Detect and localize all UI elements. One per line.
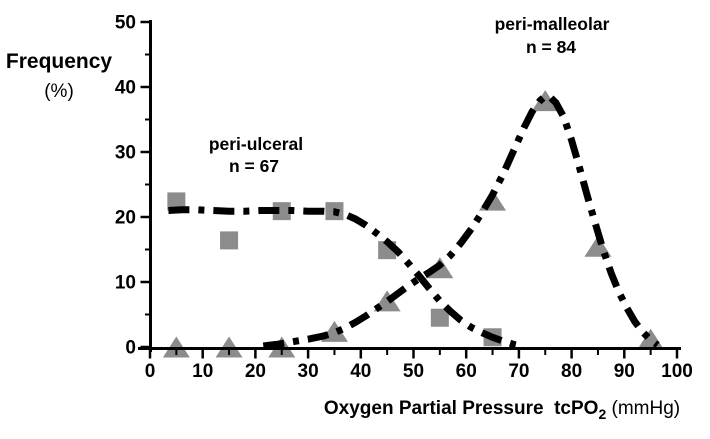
data-marker-triangle-peri-malleolar xyxy=(637,328,665,350)
x-tick-label: 50 xyxy=(403,361,424,382)
x-tick-label: 40 xyxy=(350,361,371,382)
x-axis-title-subscript: 2 xyxy=(598,406,606,422)
curve-peri-malleolar xyxy=(262,92,660,350)
y-axis-title-line2: (%) xyxy=(44,81,74,102)
annotation-peri-malleolar-n: n = 84 xyxy=(526,37,576,57)
data-marker-triangle-peri-malleolar xyxy=(584,235,612,257)
data-marker-square-peri-ulceral xyxy=(272,202,291,221)
x-tick-label: 0 xyxy=(145,361,156,382)
y-axis-title-line1: Frequency xyxy=(6,50,113,73)
data-marker-square-peri-ulceral xyxy=(220,231,239,250)
annotation-peri-malleolar-name: peri-malleolar xyxy=(495,14,610,34)
y-tick-label: 20 xyxy=(115,208,136,229)
x-tick-label: 60 xyxy=(456,361,477,382)
x-axis-title-main: Oxygen Partial Pressure tcPO xyxy=(324,398,599,419)
y-tick-label: 30 xyxy=(115,143,136,164)
curve-peri-ulceral xyxy=(168,206,523,350)
annotation-peri-ulceral-name: peri-ulceral xyxy=(209,134,303,154)
x-tick-label: 30 xyxy=(298,361,319,382)
annotation-peri-ulceral-n: n = 67 xyxy=(229,156,279,176)
x-axis-title-unit: (mmHg) xyxy=(606,398,680,419)
x-tick-label: 20 xyxy=(245,361,266,382)
x-tick-label: 10 xyxy=(192,361,213,382)
y-tick-label: 40 xyxy=(115,78,136,99)
x-tick-label: 70 xyxy=(508,361,529,382)
x-axis-title: Oxygen Partial Pressure tcPO2 (mmHg) xyxy=(324,398,680,422)
x-tick-label: 90 xyxy=(614,361,635,382)
data-marker-square-peri-ulceral xyxy=(167,192,186,211)
y-tick-label: 0 xyxy=(125,338,136,359)
y-tick-label: 50 xyxy=(115,13,136,34)
x-tick-label: 80 xyxy=(561,361,582,382)
y-tick-label: 10 xyxy=(115,273,136,294)
x-tick-label: 100 xyxy=(661,361,693,382)
data-marker-square-peri-ulceral xyxy=(430,308,449,327)
